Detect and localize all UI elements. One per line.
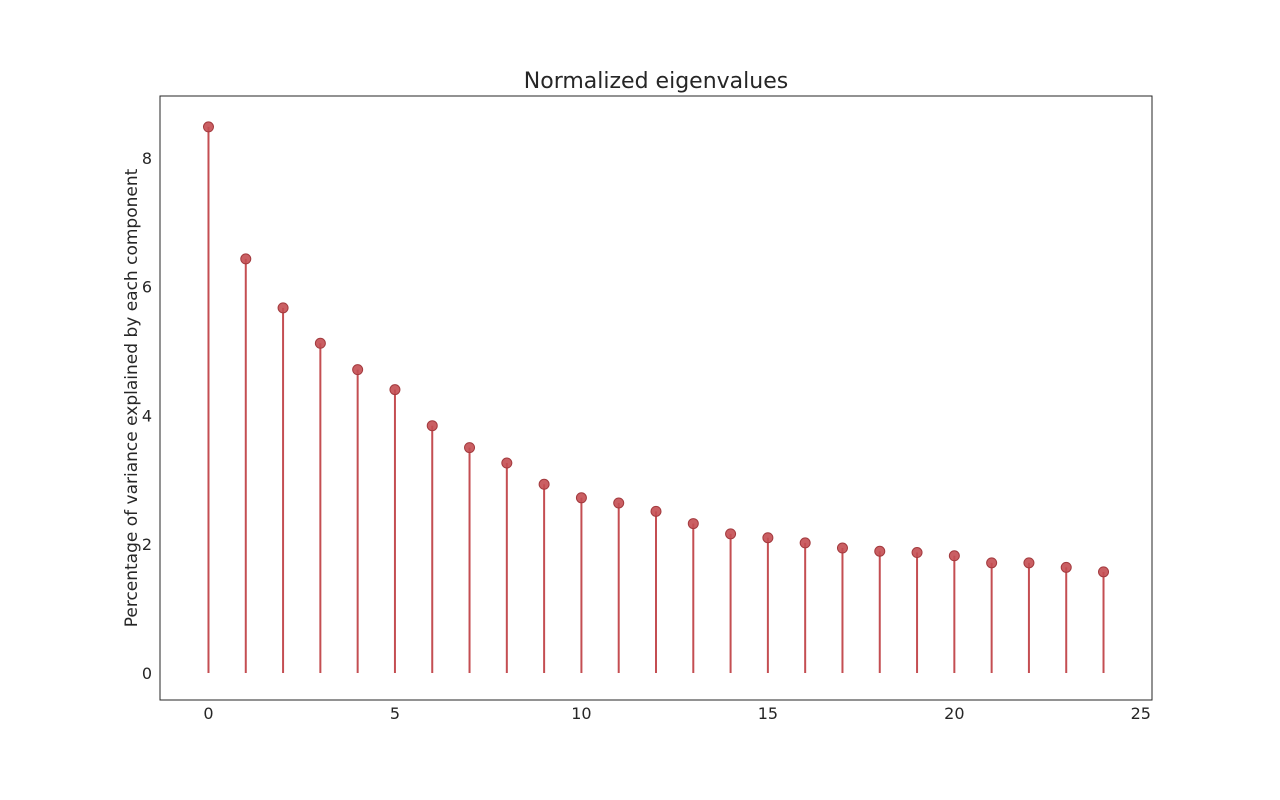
data-point [911,547,923,559]
data-point [613,497,625,509]
chart-title: Normalized eigenvalues [524,69,788,94]
data-point [538,478,550,490]
y-axis-ticks: 0 2 4 6 8 [142,149,152,683]
data-point [1098,566,1110,578]
x-tick-label: 20 [944,704,964,723]
data-point [687,518,699,530]
y-tick-label: 0 [142,664,152,683]
data-point [240,253,252,265]
x-axis-ticks: 0 5 10 15 20 25 [203,704,1151,723]
x-tick-label: 25 [1131,704,1151,723]
data-point [464,442,476,454]
plot-area [159,95,1153,701]
data-point [277,302,289,314]
x-tick-label: 15 [758,704,778,723]
data-point [352,364,364,376]
y-tick-label: 8 [142,149,152,168]
x-tick-label: 5 [390,704,400,723]
data-point [725,528,737,540]
data-point [575,492,587,504]
data-point [836,542,848,554]
data-point [202,121,214,133]
data-point [650,505,662,517]
data-point [501,457,513,469]
data-point [762,532,774,544]
y-tick-label: 6 [142,278,152,297]
data-point [799,537,811,549]
data-point [986,557,998,569]
stems [207,126,1105,673]
data-point [1023,557,1035,569]
x-tick-label: 10 [571,704,591,723]
x-tick-label: 0 [203,704,213,723]
y-tick-label: 2 [142,535,152,554]
data-point [426,420,438,432]
data-point [389,384,401,396]
y-axis-label: Percentage of variance explained by each… [122,168,142,627]
data-point [314,337,326,349]
y-tick-label: 4 [142,406,152,425]
data-point [1060,561,1072,573]
data-point [948,550,960,562]
markers [202,121,1110,578]
data-point [874,545,886,557]
